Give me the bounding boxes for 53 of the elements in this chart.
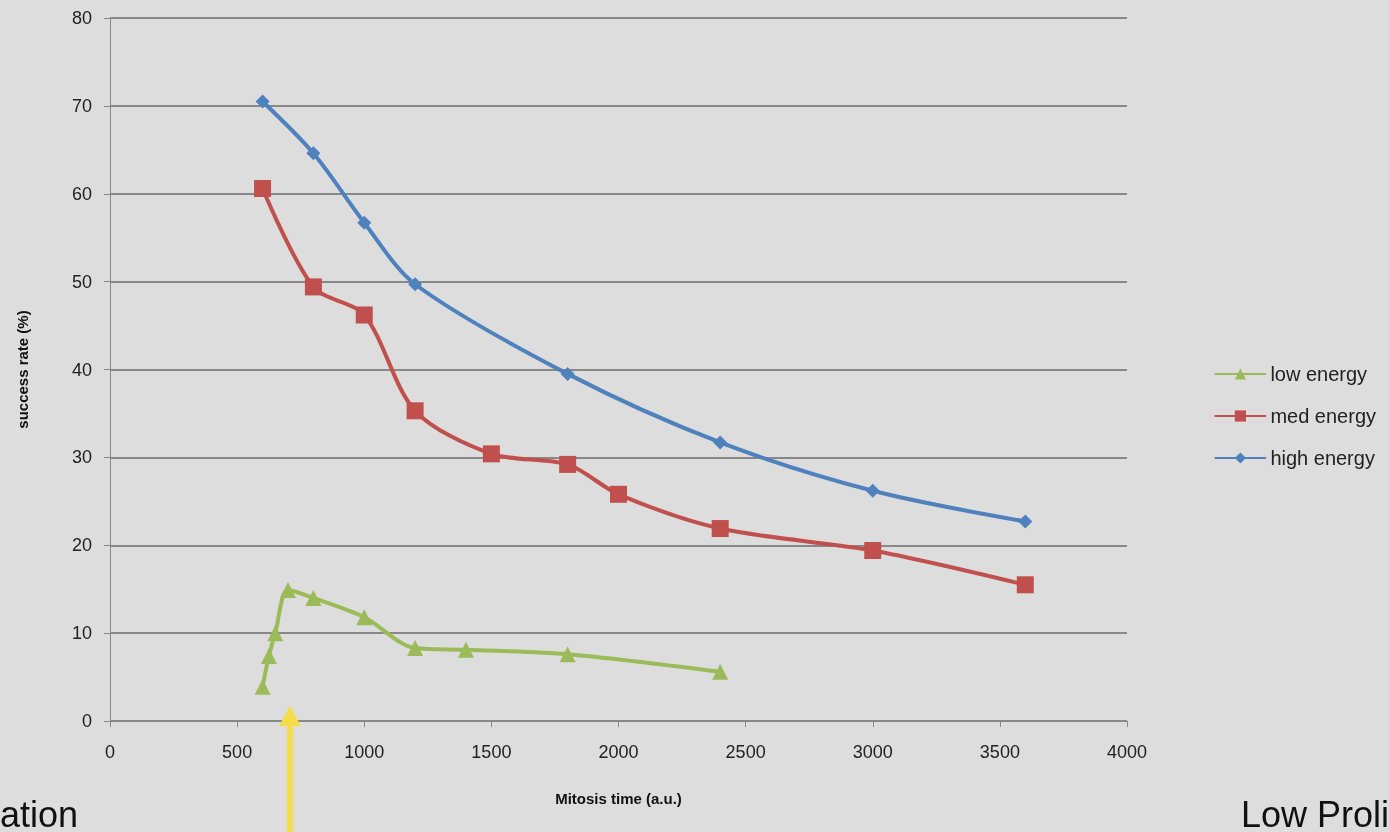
point — [712, 663, 729, 680]
legend-label: high energy — [1270, 447, 1375, 469]
point — [482, 445, 500, 463]
point — [1016, 576, 1034, 594]
x-axis-title: Mitosis time (a.u.) — [555, 790, 682, 807]
point — [279, 582, 296, 599]
point — [865, 483, 880, 498]
point — [355, 306, 373, 324]
y-tick-label: 30 — [71, 447, 92, 468]
point — [711, 520, 729, 538]
x-tick-label: 2000 — [598, 742, 639, 762]
point — [254, 179, 272, 197]
point — [305, 589, 322, 606]
y-tick-label: 0 — [81, 711, 92, 731]
x-tick-label: 500 — [222, 742, 253, 762]
y-tick-label: 20 — [71, 535, 92, 556]
point — [406, 402, 424, 420]
x-tick-label: 3500 — [979, 742, 1020, 762]
point — [254, 678, 271, 695]
y-tick-label: 40 — [71, 359, 92, 380]
point — [864, 542, 882, 560]
point — [610, 485, 627, 503]
legend-label: med energy — [1270, 405, 1377, 427]
x-tick-label: 2500 — [725, 742, 766, 762]
point — [408, 277, 423, 292]
text: ation — [0, 793, 79, 832]
point — [255, 94, 270, 109]
point — [457, 641, 474, 658]
y-tick-label: 10 — [71, 623, 92, 644]
point — [357, 215, 372, 230]
point — [560, 366, 575, 381]
point — [304, 278, 322, 296]
x-tick-label: 4000 — [1106, 742, 1148, 762]
x-tick-label: 0 — [104, 742, 116, 762]
point — [559, 455, 577, 473]
y-tick-label: 70 — [71, 95, 92, 116]
x-tick-label: 1000 — [344, 742, 385, 762]
point — [356, 609, 373, 626]
point — [306, 146, 321, 161]
y-tick-label: 50 — [71, 271, 92, 292]
legend-label: low energy — [1270, 363, 1368, 385]
point — [260, 647, 277, 664]
y-tick-label: 80 — [71, 8, 92, 28]
point — [713, 435, 728, 450]
y-axis-title: success rate (%) — [14, 310, 31, 429]
x-tick-label: 3000 — [852, 742, 893, 762]
point — [559, 646, 576, 663]
x-tick-label: 1500 — [471, 742, 512, 762]
text: Low Proli — [1240, 793, 1389, 832]
point — [267, 625, 284, 642]
y-tick-label: 60 — [71, 183, 92, 204]
point — [1018, 514, 1033, 529]
point — [407, 640, 424, 657]
